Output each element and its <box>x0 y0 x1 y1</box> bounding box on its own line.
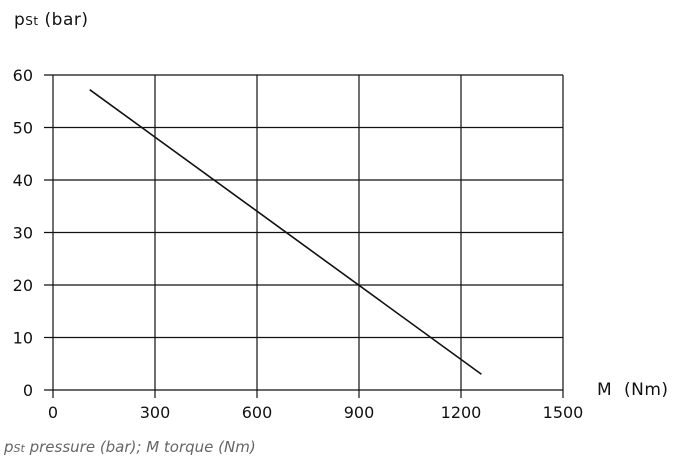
y-axis-subscript: St <box>25 14 39 28</box>
x-tick-labels: 0 300 600 900 1200 1500 <box>48 403 583 422</box>
y-tick-label: 60 <box>13 66 33 85</box>
y-tick-label: 40 <box>13 171 33 190</box>
y-tick-label: 20 <box>13 276 33 295</box>
y-tick-labels: 0 10 20 30 40 50 60 <box>13 66 33 400</box>
x-tick-label: 900 <box>344 403 375 422</box>
y-tick-label: 30 <box>13 224 33 243</box>
caption-subscript: St <box>13 442 25 455</box>
x-tick-label: 1200 <box>441 403 482 422</box>
series-group <box>89 89 482 375</box>
grid-lines <box>44 74 564 398</box>
x-tick-label: 600 <box>242 403 273 422</box>
caption-text: pressure (bar); M torque (Nm) <box>24 438 256 456</box>
x-tick-label: 1500 <box>543 403 584 422</box>
y-axis-label: pSt (bar) <box>14 10 89 30</box>
figure-caption: pSt pressure (bar); M torque (Nm) <box>4 438 256 456</box>
x-tick-label: 0 <box>48 403 58 422</box>
caption-symbol: p <box>4 438 14 456</box>
series-line <box>89 89 482 375</box>
y-axis-unit: (bar) <box>44 10 89 30</box>
x-axis-symbol: M <box>597 380 613 400</box>
y-tick-label: 0 <box>23 381 33 400</box>
y-axis-symbol: p <box>14 10 26 30</box>
x-tick-label: 300 <box>140 403 171 422</box>
y-tick-label: 50 <box>13 119 33 138</box>
x-axis-unit: (Nm) <box>623 380 669 400</box>
x-axis-label: M (Nm) <box>597 380 669 400</box>
y-tick-label: 10 <box>13 329 33 348</box>
